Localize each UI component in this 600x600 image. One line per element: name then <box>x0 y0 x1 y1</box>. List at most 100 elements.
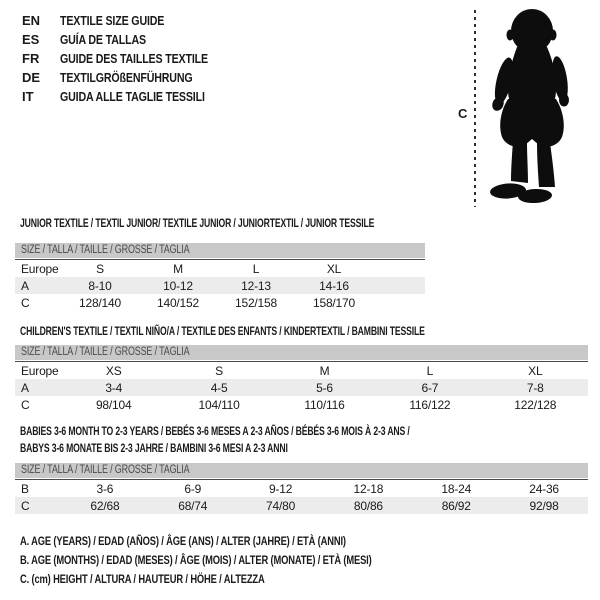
row-label: A <box>15 379 61 396</box>
table-row: Europe XS S M L XL <box>15 362 588 380</box>
table-cell: 8-10 <box>61 277 139 294</box>
row-label: B <box>21 481 29 496</box>
language-row: DE TEXTILGRÖßENFÜHRUNG <box>22 68 240 87</box>
size-header-text: SIZE / TALLA / TAILLE / GRÖSSE / TAGLIA <box>21 464 190 476</box>
language-title: TEXTILE SIZE GUIDE <box>60 13 165 28</box>
babies-size-table: B 3-6 6-9 9-12 12-18 18-24 24-36 C 62/68 68/74 74/… <box>15 479 588 514</box>
table-cell: 12-18 <box>353 481 384 496</box>
table-cell: 6-7 <box>377 379 483 396</box>
table-cell: XL <box>528 363 543 378</box>
table-cell: M <box>319 363 330 378</box>
table-cell: 3-4 <box>61 379 167 396</box>
table-cell: M <box>173 261 183 276</box>
table-row: C 62/68 68/74 74/80 80/86 86/92 92/98 <box>15 497 588 514</box>
section-title-text: JUNIOR TEXTILE / TEXTIL JUNIOR/ TEXTILE … <box>20 216 375 230</box>
language-title: GUIDE DES TAILLES TEXTILE <box>60 51 208 66</box>
language-title: GUIDA ALLE TAGLIE TESSILI <box>60 89 205 104</box>
language-code: IT <box>22 89 34 104</box>
table-cell <box>373 260 425 278</box>
language-code: FR <box>22 51 40 66</box>
junior-textile-section: JUNIOR TEXTILE / TEXTIL JUNIOR/ TEXTILE … <box>15 215 425 311</box>
language-list: EN TEXTILE SIZE GUIDE ES GUÍA DE TALLAS … <box>22 11 240 106</box>
table-cell: 62/68 <box>61 497 149 514</box>
table-cell: S <box>215 363 223 378</box>
note-height-cm: C. (cm) HEIGHT / ALTURA / HAUTEUR / HÖHE… <box>20 572 265 586</box>
section-title: CHILDREN'S TEXTILE / TEXTIL NIÑO/A / TEX… <box>20 323 588 339</box>
row-label: Europe <box>21 261 59 276</box>
table-row: Europe S M L XL <box>15 260 425 278</box>
children-size-table: Europe XS S M L XL A 3-4 4-5 5-6 6-7 7-8 C 98/104 104/… <box>15 361 588 413</box>
table-cell: 10-12 <box>139 277 217 294</box>
table-cell: 110/116 <box>304 397 345 412</box>
note-age-months: B. AGE (MONTHS) / EDAD (MESES) / ÂGE (MO… <box>20 553 372 567</box>
table-cell: 9-12 <box>268 481 293 496</box>
row-label: A <box>15 277 61 294</box>
table-cell: 152/158 <box>235 295 277 310</box>
table-cell: 158/170 <box>313 295 355 310</box>
table-cell: 5-6 <box>271 379 378 396</box>
table-cell: 6-9 <box>184 481 202 496</box>
babies-textile-section: BABIES 3-6 MONTH TO 2-3 YEARS / BEBÉS 3-… <box>15 423 588 514</box>
table-row: C 128/140 140/152 152/158 158/170 <box>15 294 425 311</box>
table-cell: 122/128 <box>514 397 557 412</box>
table-cell: 116/122 <box>409 397 451 412</box>
baby-silhouette-image <box>490 9 569 204</box>
children-textile-section: CHILDREN'S TEXTILE / TEXTIL NIÑO/A / TEX… <box>15 323 588 413</box>
language-code: DE <box>22 70 41 85</box>
language-code: EN <box>22 13 41 28</box>
size-header-text: SIZE / TALLA / TAILLE / GRÖSSE / TAGLIA <box>21 244 190 256</box>
size-header-text: SIZE / TALLA / TAILLE / GRÖSSE / TAGLIA <box>21 346 190 358</box>
section-title: BABIES 3-6 MONTH TO 2-3 YEARS / BEBÉS 3-… <box>20 423 588 457</box>
row-label: C <box>15 497 61 514</box>
legend-notes: A. AGE (YEARS) / EDAD (AÑOS) / ÂGE (ANS)… <box>20 532 471 589</box>
table-row: A 3-4 4-5 5-6 6-7 7-8 <box>15 379 588 396</box>
height-measure-label: C <box>458 106 468 121</box>
table-cell: 14-16 <box>295 277 373 294</box>
table-cell: L <box>426 363 434 378</box>
height-dotted-line <box>474 10 476 207</box>
language-code: ES <box>22 32 40 47</box>
table-cell: 86/92 <box>412 497 501 514</box>
table-cell: 4-5 <box>166 379 272 396</box>
table-cell: 12-13 <box>217 277 295 294</box>
language-title: GUÍA DE TALLAS <box>60 32 146 47</box>
note-age-years: A. AGE (YEARS) / EDAD (AÑOS) / ÂGE (ANS)… <box>20 534 346 548</box>
table-row: A 8-10 10-12 12-13 14-16 <box>15 277 425 294</box>
section-title-text: CHILDREN'S TEXTILE / TEXTIL NIÑO/A / TEX… <box>20 324 425 338</box>
section-title-text: BABIES 3-6 MONTH TO 2-3 YEARS / BEBÉS 3-… <box>20 424 410 438</box>
language-row: EN TEXTILE SIZE GUIDE <box>22 11 240 30</box>
table-cell: 18-24 <box>441 481 472 496</box>
table-row: B 3-6 6-9 9-12 12-18 18-24 24-36 <box>15 480 588 498</box>
size-header-bar: SIZE / TALLA / TAILLE / GRÖSSE / TAGLIA <box>15 243 425 258</box>
row-label: C <box>21 397 30 412</box>
language-row: FR GUIDE DES TAILLES TEXTILE <box>22 49 240 68</box>
table-cell: 92/98 <box>500 497 588 514</box>
table-cell: 68/74 <box>148 497 237 514</box>
language-row: ES GUÍA DE TALLAS <box>22 30 240 49</box>
section-title-text: BABYS 3-6 MONATE BIS 2-3 JAHRE / BAMBINI… <box>20 441 288 455</box>
table-cell: 140/152 <box>157 295 199 310</box>
size-header-bar: SIZE / TALLA / TAILLE / GRÖSSE / TAGLIA <box>15 463 588 478</box>
table-cell: 104/110 <box>198 397 240 412</box>
table-cell: 128/140 <box>79 295 121 310</box>
junior-size-table: Europe S M L XL A 8-10 10-12 12-13 14-16 C 128/140 1… <box>15 259 425 311</box>
table-cell: 7-8 <box>482 379 588 396</box>
table-cell: 3-6 <box>96 481 114 496</box>
table-cell: 24-36 <box>529 481 559 496</box>
table-cell: XS <box>105 363 122 378</box>
table-cell: 80/86 <box>324 497 413 514</box>
table-cell: L <box>252 261 260 276</box>
table-cell: 98/104 <box>95 397 132 412</box>
table-cell: S <box>96 261 104 276</box>
language-row: IT GUIDA ALLE TAGLIE TESSILI <box>22 87 240 106</box>
table-cell: XL <box>326 261 342 276</box>
size-header-bar: SIZE / TALLA / TAILLE / GRÖSSE / TAGLIA <box>15 345 588 360</box>
table-cell <box>373 294 425 311</box>
row-label: C <box>21 295 30 310</box>
table-cell <box>373 277 425 294</box>
table-row: C 98/104 104/110 110/116 116/122 122/128 <box>15 396 588 413</box>
table-cell: 74/80 <box>236 497 325 514</box>
height-figure: C <box>440 0 600 215</box>
language-title: TEXTILGRÖßENFÜHRUNG <box>60 70 193 85</box>
row-label: Europe <box>21 363 59 378</box>
